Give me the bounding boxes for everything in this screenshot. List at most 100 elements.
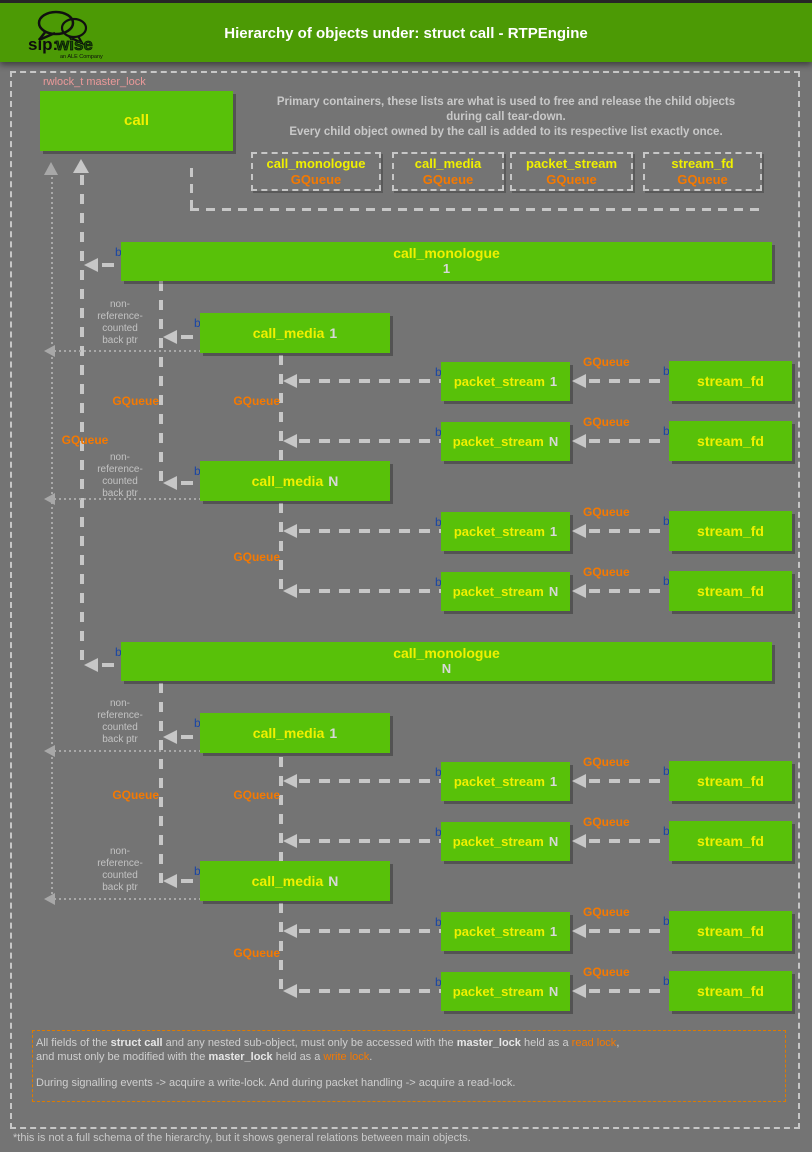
arrowhead-left-icon [572,924,586,938]
back-ptr-arrow [589,929,671,933]
stream-fd-box: stream_fd [669,761,792,801]
non-ref-back-ptr-line [51,177,53,899]
container-box-packet-stream: packet_stream GQueue [510,152,633,191]
arrowhead-left-icon [572,834,586,848]
back-ptr-arrow [299,929,441,933]
packet-stream-n-box: packet_stream N [441,972,570,1011]
gqueue-label: GQueue [583,815,630,829]
arrowhead-left-icon [572,584,586,598]
locking-note: All fields of the struct call and any ne… [32,1030,786,1102]
arrowhead-left-icon [163,476,177,490]
back-ptr-arrow [181,335,193,339]
monologue-back-ptr-line [80,175,84,666]
stream-fd-box: stream_fd [669,971,792,1011]
arrowhead-left-icon [572,774,586,788]
container-box-call-media: call_media GQueue [392,152,504,191]
non-ref-back-ptr-label: non- reference- counted back ptr [97,846,143,893]
gqueue-label: GQueue [61,433,109,447]
arrowhead-left-icon [572,984,586,998]
non-ref-back-ptr-label: non- reference- counted back ptr [97,452,143,499]
arrowhead-left-icon [283,984,297,998]
containers-connector-line [190,168,193,210]
logo-brand-prefix: sip: [28,35,58,54]
header: sip: wise an ALE Company Hierarchy of ob… [0,0,812,62]
back-ptr-arrow [299,989,441,993]
stream-fd-box: stream_fd [669,421,792,461]
master-lock-label: rwlock_t master_lock [43,76,146,88]
arrowhead-left-icon [283,374,297,388]
speech-bubble-icon [60,17,88,39]
logo-brand-suffix: wise [55,35,93,54]
arrowhead-left-icon [283,774,297,788]
arrowhead-left-icon [163,330,177,344]
stream-fd-box: stream_fd [669,821,792,861]
sipwise-logo: sip: wise an ALE Company [28,10,103,59]
back-ptr-arrow [181,879,193,883]
non-ref-back-ptr-line [54,498,200,500]
arrowhead-left-icon [572,524,586,538]
back-ptr-arrow [589,439,671,443]
call-monologue-n-box: call_monologue N [121,642,772,681]
gqueue-label: GQueue [112,788,159,802]
arrowhead-left-icon [163,874,177,888]
gqueue-label: GQueue [583,505,630,519]
back-ptr-arrow [299,529,441,533]
back-ptr-arrow [102,263,114,267]
call-media-1-box: call_media 1 [200,313,390,353]
packet-stream-1-box: packet_stream 1 [441,762,570,801]
back-ptr-arrow [589,379,671,383]
arrowhead-left-icon [283,584,297,598]
packet-stream-1-box: packet_stream 1 [441,362,570,401]
stream-fd-box: stream_fd [669,361,792,401]
non-ref-back-ptr-label: non- reference- counted back ptr [97,698,143,745]
gqueue-label: GQueue [112,394,159,408]
gqueue-label: GQueue [583,965,630,979]
gqueue-label: GQueue [233,946,280,960]
page-title: Hierarchy of objects under: struct call … [224,25,588,42]
back-ptr-arrow [102,663,114,667]
packet-stream-n-box: packet_stream N [441,822,570,861]
footnote: *this is not a full schema of the hierar… [13,1132,471,1144]
arrowhead-left-icon [572,374,586,388]
gqueue-label: GQueue [583,755,630,769]
media-gqueue-line [159,683,163,883]
back-ptr-arrow [589,779,671,783]
gqueue-label: GQueue [583,415,630,429]
gqueue-label: GQueue [233,550,280,564]
arrowhead-left-icon [572,434,586,448]
arrowhead-left-icon [84,258,98,272]
call-monologue-1-box: call_monologue 1 [121,242,772,281]
back-ptr-arrow [589,529,671,533]
arrowhead-left-icon [163,730,177,744]
call-media-1-box: call_media 1 [200,713,390,753]
back-ptr-arrow [299,379,441,383]
non-ref-back-ptr-label: non- reference- counted back ptr [97,299,143,346]
intro-text: Primary containers, these lists are what… [276,96,736,138]
packet-stream-gqueue-line [279,903,283,991]
arrowhead-up-icon [44,162,58,175]
back-ptr-arrow [181,735,193,739]
gqueue-label: GQueue [583,905,630,919]
container-box-stream-fd: stream_fd GQueue [643,152,762,191]
back-ptr-arrow [299,439,441,443]
back-ptr-arrow [299,839,441,843]
back-ptr-arrow [589,839,671,843]
call-media-n-box: call_media N [200,861,390,901]
logo-tagline: an ALE Company [60,54,103,59]
non-ref-back-ptr-line [54,350,200,352]
gqueue-label: GQueue [583,565,630,579]
media-gqueue-line [159,281,163,487]
stream-fd-box: stream_fd [669,511,792,551]
arrowhead-left-icon [44,345,55,357]
gqueue-label: GQueue [233,394,280,408]
gqueue-label: GQueue [583,355,630,369]
diagram-frame [10,71,800,1129]
back-ptr-arrow [299,779,441,783]
gqueue-label: GQueue [233,788,280,802]
packet-stream-1-box: packet_stream 1 [441,912,570,951]
speech-bubble-icon [37,10,75,36]
arrowhead-left-icon [44,745,55,757]
arrowhead-left-icon [283,434,297,448]
non-ref-back-ptr-line [54,750,200,752]
